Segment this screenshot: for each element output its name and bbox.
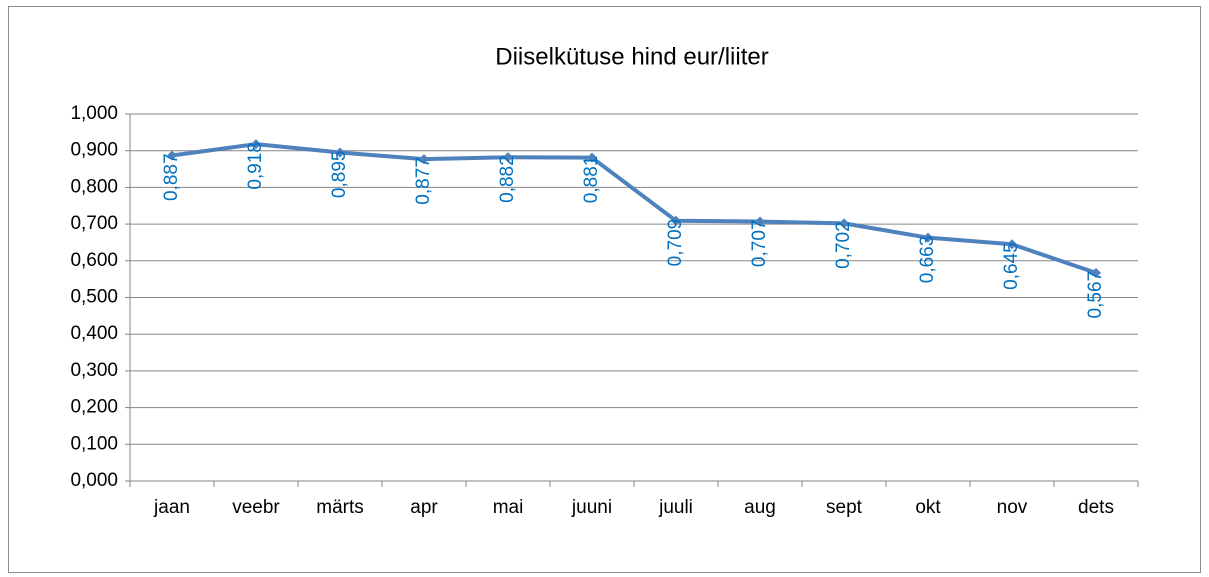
y-tick-label: 0,600 (70, 250, 118, 271)
marker (839, 218, 849, 229)
x-tick-label: apr (410, 497, 438, 518)
x-tick-label: dets (1078, 497, 1114, 518)
marker (755, 216, 765, 227)
x-tick-label: mai (493, 497, 524, 518)
y-tick-label: 0,500 (70, 287, 118, 308)
y-tick-label: 0,000 (70, 470, 118, 491)
chart-title: Diiselkütuse hind eur/liiter (495, 43, 768, 70)
data-label: 0,918 (245, 142, 266, 190)
x-tick-label: sept (826, 497, 863, 518)
x-tick-label: veebr (232, 497, 280, 518)
data-label: 0,645 (1001, 242, 1022, 290)
y-tick-label: 1,000 (70, 103, 118, 124)
marker (419, 154, 429, 165)
x-tick-label: aug (744, 497, 776, 518)
data-label: 0,877 (413, 157, 434, 205)
data-label: 0,882 (497, 155, 518, 203)
x-tick-label: nov (997, 497, 1028, 518)
data-label: 0,567 (1085, 271, 1106, 319)
marker (587, 152, 597, 163)
chart-border (8, 6, 1201, 573)
data-label: 0,707 (749, 220, 770, 268)
y-tick-label: 0,800 (70, 176, 118, 197)
data-label: 0,881 (581, 156, 602, 204)
data-label: 0,709 (665, 219, 686, 267)
data-label: 0,887 (161, 153, 182, 201)
marker (923, 232, 933, 243)
y-tick-label: 0,900 (70, 140, 118, 161)
marker (503, 152, 513, 163)
y-tick-label: 0,200 (70, 397, 118, 418)
y-tick-label: 0,300 (70, 360, 118, 381)
marker (1091, 267, 1101, 278)
marker (251, 139, 261, 150)
data-label: 0,702 (833, 221, 854, 269)
x-tick-label: jaan (153, 497, 190, 518)
x-tick-label: märts (316, 497, 364, 518)
marker (167, 150, 177, 161)
x-tick-label: juuli (658, 497, 693, 518)
marker (335, 147, 345, 158)
y-tick-label: 0,400 (70, 323, 118, 344)
data-label: 0,895 (329, 151, 350, 199)
marker (1007, 239, 1017, 250)
marker (671, 215, 681, 226)
x-tick-label: okt (915, 497, 941, 518)
y-tick-label: 0,100 (70, 433, 118, 454)
x-tick-label: juuni (571, 497, 612, 518)
y-tick-label: 0,700 (70, 213, 118, 234)
data-label: 0,663 (917, 236, 938, 284)
line (171, 142, 1097, 275)
